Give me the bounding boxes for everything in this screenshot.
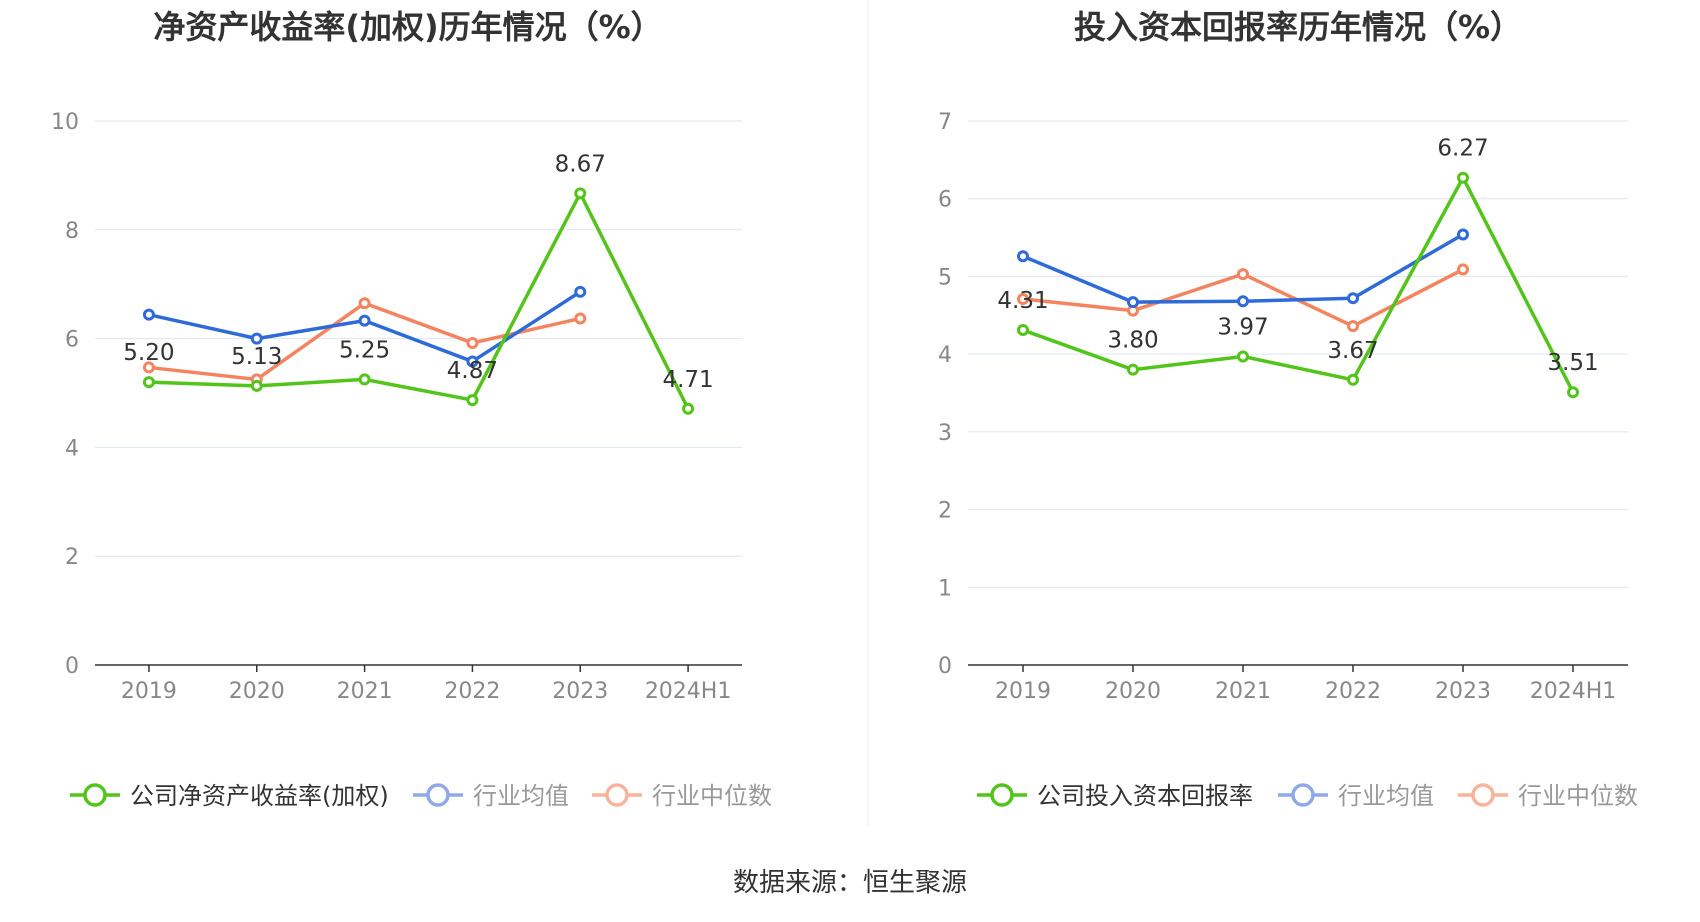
legend-label: 行业中位数 [1518, 782, 1638, 810]
x-tick-label: 2023 [552, 679, 608, 704]
data-point [358, 297, 371, 310]
data-point [574, 187, 587, 200]
y-tick-label: 8 [65, 219, 79, 244]
data-point [1347, 373, 1359, 386]
data-point [1017, 292, 1029, 305]
x-tick-label: 2022 [444, 679, 500, 704]
legend-label: 公司净资产收益率(加权) [130, 782, 389, 810]
data-point [1237, 350, 1249, 363]
chart-title: 净资产收益率(加权)历年情况（%） [153, 8, 662, 46]
data-point [682, 402, 695, 415]
data-point [1457, 228, 1469, 241]
legend-marker [83, 783, 107, 807]
y-tick-label: 0 [65, 654, 79, 679]
series-line [148, 191, 690, 410]
data-label: 3.51 [1547, 350, 1598, 376]
y-tick-label: 4 [938, 343, 952, 368]
data-point [250, 332, 263, 345]
roe-chart: 净资产收益率(加权)历年情况（%） 0 2 4 6 8 10 2019 2020 2021 2022… [51, 8, 772, 810]
y-tick-label: 4 [65, 436, 79, 461]
legend-marker [990, 783, 1014, 807]
x-tick-label: 2019 [121, 679, 177, 704]
data-label: 5.20 [123, 340, 174, 366]
data-point [466, 355, 479, 368]
data-point [142, 361, 155, 374]
x-tick-label: 2024H1 [645, 679, 732, 704]
data-label: 5.25 [339, 337, 390, 363]
data-point [142, 376, 155, 389]
y-tick-label: 10 [51, 110, 79, 135]
data-label: 6.27 [1437, 136, 1488, 162]
x-tick-label: 2020 [229, 679, 285, 704]
x-tick-label: 2019 [995, 679, 1051, 704]
legend-marker [605, 783, 629, 807]
data-point [1127, 363, 1139, 376]
legend-label: 行业均值 [1338, 782, 1434, 810]
y-tick-label: 2 [65, 545, 79, 570]
data-point [1017, 324, 1029, 337]
data-point [574, 312, 587, 325]
legend-label: 行业均值 [473, 782, 569, 810]
data-point [1457, 171, 1469, 184]
data-point [358, 373, 371, 386]
y-tick-label: 6 [938, 188, 952, 213]
data-point [1237, 268, 1249, 281]
data-label: 5.13 [231, 344, 282, 370]
data-label: 4.71 [662, 367, 713, 393]
data-point [1017, 250, 1029, 263]
x-tick-label: 2024H1 [1530, 679, 1617, 704]
x-tick-label: 2021 [1215, 679, 1271, 704]
legend-label: 行业中位数 [652, 782, 772, 810]
chart-title: 投入资本回报率历年情况（%） [1074, 8, 1522, 46]
data-point [250, 379, 263, 392]
series-line [1022, 175, 1575, 394]
data-point [466, 336, 479, 349]
data-point [1127, 296, 1139, 309]
x-tick-label: 2023 [1435, 679, 1491, 704]
legend-marker [426, 783, 450, 807]
data-label: 3.67 [1327, 338, 1378, 364]
y-tick-label: 6 [65, 328, 79, 353]
y-tick-label: 5 [938, 265, 952, 290]
data-point [574, 285, 587, 298]
y-tick-label: 0 [938, 654, 952, 679]
y-tick-label: 1 [938, 576, 952, 601]
data-point [1347, 292, 1359, 305]
data-label: 3.80 [1107, 328, 1158, 354]
y-tick-label: 2 [938, 499, 952, 524]
data-source-note: 数据来源：恒生聚源 [732, 868, 967, 898]
legend-marker [1471, 783, 1495, 807]
data-label: 8.67 [555, 151, 606, 177]
data-label: 3.97 [1217, 314, 1268, 340]
y-tick-label: 7 [938, 110, 952, 135]
legend-marker [1291, 783, 1315, 807]
x-tick-label: 2021 [337, 679, 393, 704]
data-point [1347, 320, 1359, 333]
data-point [1237, 295, 1249, 308]
data-label: 4.31 [997, 288, 1048, 314]
x-tick-label: 2020 [1105, 679, 1161, 704]
x-tick-label: 2022 [1325, 679, 1381, 704]
data-point [142, 308, 155, 321]
data-point [466, 394, 479, 407]
legend-label: 公司投入资本回报率 [1037, 782, 1253, 810]
y-tick-label: 3 [938, 421, 952, 446]
data-label: 4.87 [447, 358, 498, 384]
data-point [1457, 263, 1469, 276]
data-point [1567, 386, 1579, 399]
roic-chart: 投入资本回报率历年情况（%） 0 1 2 3 4 5 6 7 2019 2020 2021 2022 20… [938, 8, 1638, 810]
data-point [358, 314, 371, 327]
